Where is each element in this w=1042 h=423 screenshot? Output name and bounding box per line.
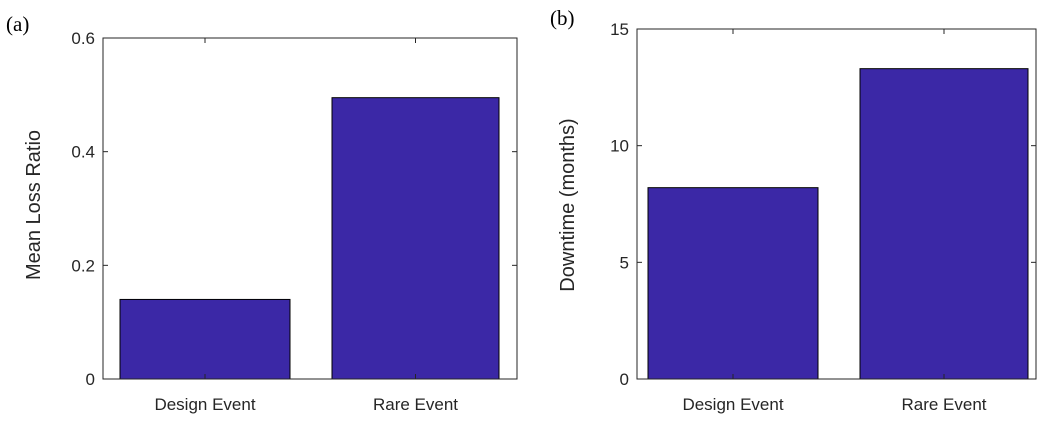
- y-tick-label-b-3: 15: [610, 20, 629, 39]
- plot-frame-b: [636, 28, 1037, 380]
- x-tick-label-a-2: Rare Event: [373, 395, 458, 414]
- bar-a-1: [119, 298, 291, 380]
- panel-label-a: (a): [6, 12, 29, 36]
- x-tick-label-a-1: Design Event: [154, 395, 255, 414]
- bars-b: [647, 68, 1029, 380]
- panel-label-b: (b): [550, 6, 575, 30]
- y-axis-label-a: Mean Loss Ratio: [23, 130, 45, 280]
- y-tick-label-a-2: 0.4: [71, 143, 95, 162]
- chart-panel-b: (b) Downtime (months) 0 5 10 15 Design Even…: [550, 6, 1037, 414]
- plot-frame-a: [102, 37, 518, 380]
- y-axis-label-b: Downtime (months): [557, 118, 579, 291]
- x-tick-label-b-1: Design Event: [682, 395, 783, 414]
- x-tick-labels-b: Design Event Rare Event: [682, 29, 987, 414]
- y-ticks-a: 0 0.2 0.4 0.6: [71, 29, 517, 389]
- x-tick-labels-a: Design Event Rare Event: [154, 38, 458, 414]
- y-tick-label-a-0: 0: [86, 370, 95, 389]
- bar-b-2: [859, 68, 1029, 380]
- y-tick-label-b-2: 10: [610, 137, 629, 156]
- bars-a: [119, 97, 500, 380]
- bar-b-1: [647, 187, 819, 380]
- y-tick-label-a-3: 0.6: [71, 29, 95, 48]
- y-tick-label-b-1: 5: [620, 253, 629, 272]
- y-tick-label-b-0: 0: [620, 370, 629, 389]
- bar-a-2: [331, 97, 500, 380]
- y-tick-label-a-1: 0.2: [71, 256, 95, 275]
- x-tick-label-b-2: Rare Event: [901, 395, 986, 414]
- chart-panel-a: (a) Mean Loss Ratio 0 0.2 0.4 0.6 Design Ev…: [6, 12, 518, 414]
